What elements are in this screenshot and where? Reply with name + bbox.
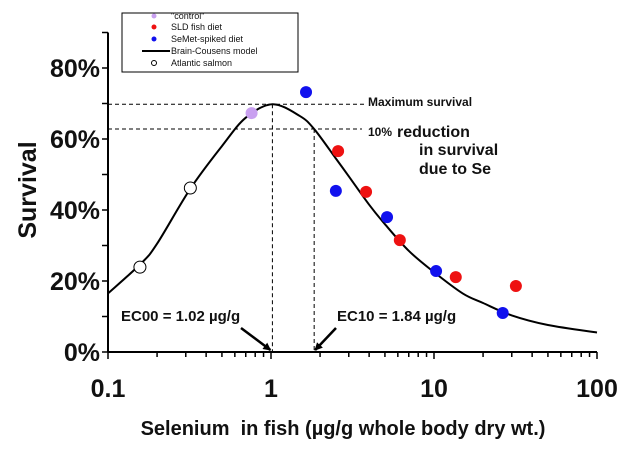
ec10-label: EC10 = 1.84 µg/g — [337, 308, 456, 325]
legend-label-control: "control" — [171, 11, 204, 21]
data-points — [133, 86, 522, 319]
y-tick-label: 0% — [64, 339, 100, 367]
data-point-atlantic-salmon — [133, 260, 147, 274]
ec00-arrow — [240, 326, 272, 352]
legend-marker-sld — [151, 24, 157, 30]
x-tick-label: 0.1 — [91, 375, 126, 403]
legend: "control" SLD fish diet SeMet-spiked die… — [121, 11, 299, 73]
y-tick-label: 20% — [50, 268, 100, 296]
x-tick-label: 100 — [576, 375, 618, 403]
data-point-semet-spiked-diet — [300, 86, 313, 99]
reduction-label-1: reduction — [397, 124, 470, 141]
model-curve-group — [107, 103, 598, 334]
reduction-label-2: in survival — [419, 142, 498, 159]
y-tick-label: 40% — [50, 197, 100, 225]
x-axis-title: Selenium in fish (µg/g whole body dry wt… — [141, 418, 546, 440]
legend-label-salmon: Atlantic salmon — [171, 58, 232, 68]
reference-lines — [108, 103, 364, 352]
legend-marker-salmon — [151, 60, 157, 66]
data-point-sld-fish-diet — [360, 185, 373, 198]
y-tick-label: 60% — [50, 126, 100, 154]
data-point-semet-spiked-diet — [381, 211, 394, 224]
reduction-small-label: 10% — [368, 125, 392, 139]
data-point-atlantic-salmon — [183, 181, 197, 195]
ec00-label: EC00 = 1.02 µg/g — [121, 308, 240, 325]
x-tick-label: 10 — [420, 375, 448, 403]
y-axis-title: Survival — [14, 141, 42, 238]
legend-label-semet: SeMet-spiked diet — [171, 34, 244, 44]
y-tick-label: 80% — [50, 55, 100, 83]
data-point-sld-fish-diet — [332, 145, 345, 158]
axes: 0.1 1 10 100 0% 20% 40% 60% 80% — [50, 31, 618, 403]
brain-cousens-curve — [107, 103, 598, 334]
x-tick-label: 1 — [264, 375, 278, 403]
data-point-semet-spiked-diet — [329, 184, 342, 197]
reduction-label-3: due to Se — [419, 161, 491, 178]
ec10-arrow — [314, 327, 337, 351]
data-point-semet-spiked-diet — [430, 265, 443, 278]
data-point-sld-fish-diet — [449, 271, 462, 284]
legend-label-model: Brain-Cousens model — [171, 46, 258, 56]
legend-marker-control — [151, 13, 157, 19]
legend-marker-semet — [151, 36, 157, 42]
data-point-control — [245, 107, 258, 120]
legend-label-sld: SLD fish diet — [171, 22, 223, 32]
max-survival-label: Maximum survival — [368, 95, 472, 109]
data-point-semet-spiked-diet — [496, 306, 509, 319]
data-point-sld-fish-diet — [393, 234, 406, 247]
data-point-sld-fish-diet — [509, 279, 522, 292]
